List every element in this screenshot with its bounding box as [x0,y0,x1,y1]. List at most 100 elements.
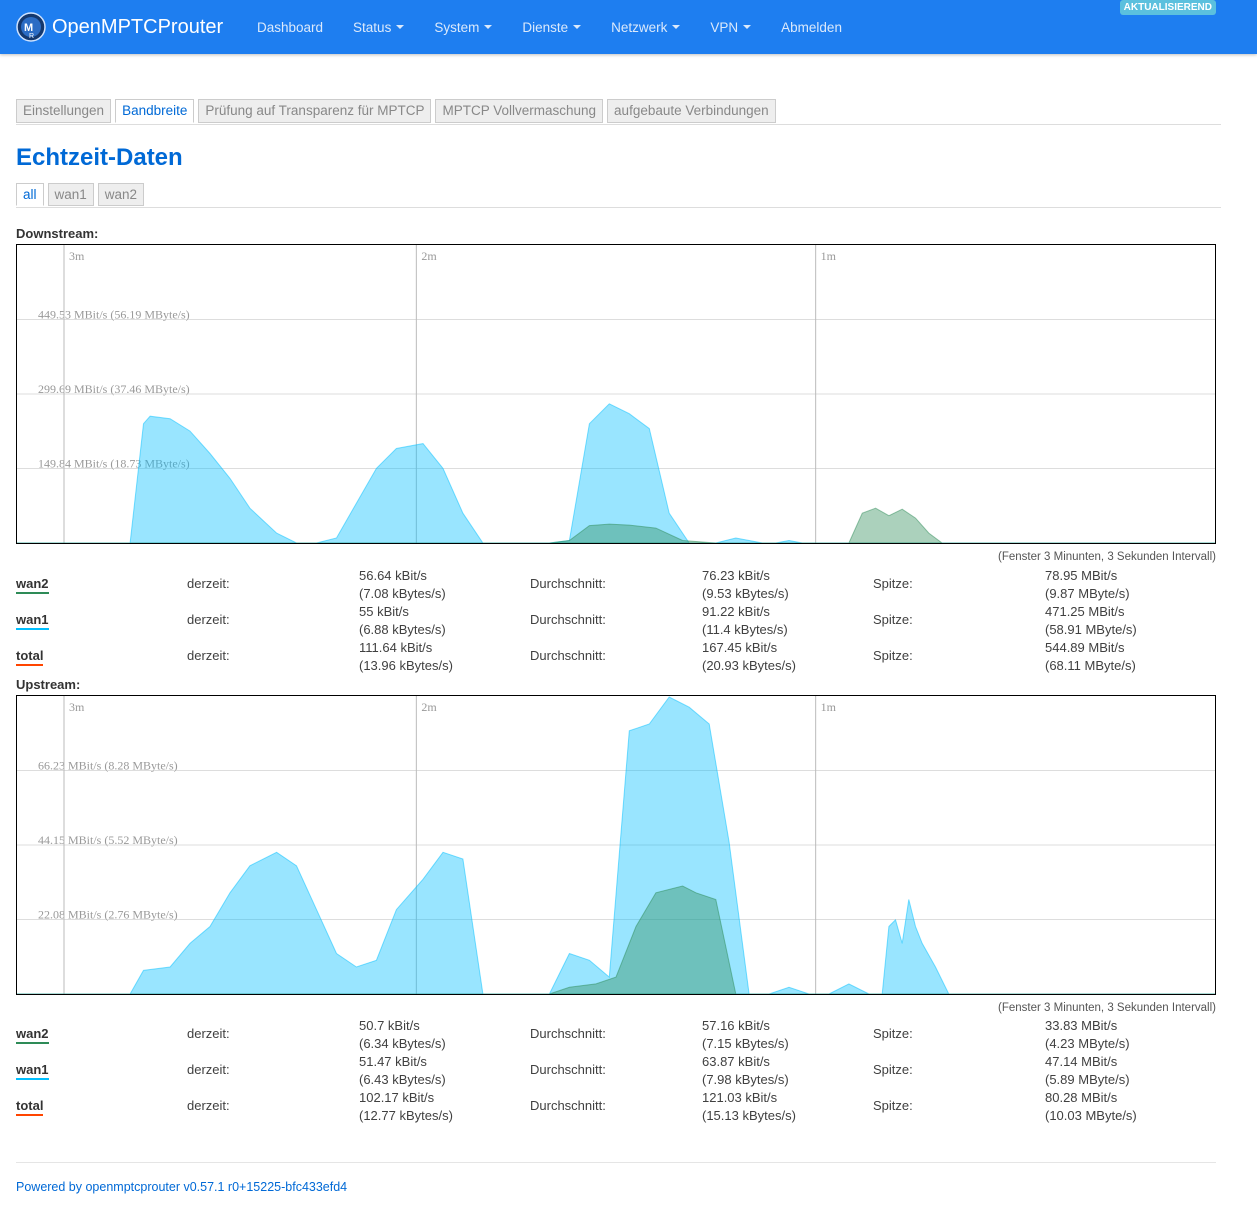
stat-row-total: total derzeit: 111.64 kBit/s (13.96 kBytes/… [16,639,1216,675]
current-value: 55 kBit/s (6.88 kBytes/s) [359,603,446,639]
time-label: 1m [821,700,837,714]
caret-down-icon [484,25,493,29]
nav-item-dashboard[interactable]: Dashboard [242,0,338,54]
current-rate: 56.64 kBit/s [359,568,427,583]
current-label: derzeit: [187,1098,230,1113]
peak-bytes: (10.03 MByte/s) [1045,1108,1137,1123]
interface-label: total [16,1098,44,1116]
peak-rate: 471.25 MBit/s [1045,604,1125,619]
current-label: derzeit: [187,576,230,591]
average-label: Durchschnitt: [530,1062,606,1077]
peak-value: 33.83 MBit/s (4.23 MByte/s) [1045,1017,1130,1053]
series-area-wan2 [17,885,1215,994]
time-label: 2m [421,700,437,714]
current-rate: 102.17 kBit/s [359,1090,435,1105]
series-area-wan1 [17,696,1215,994]
current-bytes: (13.96 kBytes/s) [359,658,453,673]
peak-label: Spitze: [873,612,913,627]
page-title: Echtzeit-Daten [16,144,183,171]
time-label: 2m [421,249,437,263]
tab-pr-fung-auf-transparenz-f-r-mptcp[interactable]: Prüfung auf Transparenz für MPTCP [198,99,432,123]
tab-aufgebaute-verbindungen[interactable]: aufgebaute Verbindungen [607,99,776,123]
current-rate: 111.64 kBit/s [359,640,433,655]
footer-link[interactable]: Powered by openmptcprouter v0.57.1 r0+15… [16,1180,348,1194]
openmptcprouter-logo-icon: M R [16,12,46,42]
tab-mptcp-vollvermaschung[interactable]: MPTCP Vollvermaschung [435,99,604,123]
peak-value: 47.14 MBit/s (5.89 MByte/s) [1045,1053,1130,1089]
current-value: 56.64 kBit/s (7.08 kBytes/s) [359,567,446,603]
nav-item-label: Netzwerk [611,19,668,35]
peak-value: 80.28 MBit/s (10.03 MByte/s) [1045,1089,1137,1125]
peak-rate: 544.89 MBit/s [1045,640,1125,655]
current-bytes: (7.08 kBytes/s) [359,586,446,601]
svg-text:R: R [29,33,34,40]
tab-wan1[interactable]: wan1 [47,183,94,206]
peak-label: Spitze: [873,1026,913,1041]
average-label: Durchschnitt: [530,1098,606,1113]
average-rate: 167.45 kBit/s [702,640,778,655]
stat-row-wan1: wan1 derzeit: 51.47 kBit/s (6.43 kBytes/s) D… [16,1053,1216,1089]
peak-bytes: (68.11 MByte/s) [1045,658,1136,673]
peak-rate: 33.83 MBit/s [1045,1018,1118,1033]
series-area-wan1 [17,403,1215,543]
peak-label: Spitze: [873,648,913,663]
nav-item-netzwerk[interactable]: Netzwerk [596,0,695,54]
average-bytes: (7.15 kBytes/s) [702,1036,789,1051]
scale-label: 449.53 MBit/s (56.19 MByte/s) [38,308,190,322]
stat-row-wan2: wan2 derzeit: 56.64 kBit/s (7.08 kBytes/s) D… [16,567,1216,603]
scale-label: 149.84 MBit/s (18.73 MByte/s) [38,457,190,471]
average-value: 167.45 kBit/s (20.93 kBytes/s) [702,639,796,675]
footer-divider [16,1162,1216,1163]
peak-bytes: (4.23 MByte/s) [1045,1036,1130,1051]
nav-item-abmelden[interactable]: Abmelden [766,0,857,54]
interface-label: wan1 [16,612,49,630]
average-value: 76.23 kBit/s (9.53 kBytes/s) [702,567,789,603]
average-rate: 91.22 kBit/s [702,604,770,619]
refresh-status-badge[interactable]: AKTUALISIEREND [1119,0,1216,15]
current-rate: 50.7 kBit/s [359,1018,420,1033]
tab-wan2[interactable]: wan2 [97,183,145,206]
average-rate: 76.23 kBit/s [702,568,770,583]
stat-row-wan2: wan2 derzeit: 50.7 kBit/s (6.34 kBytes/s) Du… [16,1017,1216,1053]
stat-row-total: total derzeit: 102.17 kBit/s (12.77 kBytes/… [16,1089,1216,1125]
nav-item-dienste[interactable]: Dienste [507,0,596,54]
average-value: 57.16 kBit/s (7.15 kBytes/s) [702,1017,789,1053]
peak-value: 544.89 MBit/s (68.11 MByte/s) [1045,639,1136,675]
average-rate: 63.87 kBit/s [702,1054,770,1069]
upstream-chart: 66.23 MBit/s (8.28 MByte/s) 44.15 MBit/s … [17,696,1215,994]
nav-item-status[interactable]: Status [338,0,419,54]
interface-tabs: all wan1 wan2 [16,183,1221,208]
average-bytes: (9.53 kBytes/s) [702,586,789,601]
average-label: Durchschnitt: [530,576,606,591]
average-bytes: (11.4 kBytes/s) [702,622,788,637]
caret-down-icon [396,25,405,29]
average-rate: 57.16 kBit/s [702,1018,770,1033]
interface-label: wan2 [16,1026,49,1044]
interface-label: total [16,648,44,666]
brand-link[interactable]: M R OpenMPTCProuter [16,8,223,46]
average-bytes: (15.13 kBytes/s) [702,1108,796,1123]
tab-all[interactable]: all [16,183,44,206]
upstream-stats: wan2 derzeit: 50.7 kBit/s (6.34 kBytes/s) Du… [16,1017,1216,1125]
nav-item-label: Status [353,19,392,35]
average-bytes: (20.93 kBytes/s) [702,658,796,673]
nav-item-vpn[interactable]: VPN [695,0,766,54]
current-value: 51.47 kBit/s (6.43 kBytes/s) [359,1053,446,1089]
average-label: Durchschnitt: [530,612,606,627]
stat-row-wan1: wan1 derzeit: 55 kBit/s (6.88 kBytes/s) Durc… [16,603,1216,639]
page-tabs: Einstellungen Bandbreite Prüfung auf Trans… [16,99,1221,125]
peak-rate: 78.95 MBit/s [1045,568,1118,583]
scale-label: 44.15 MBit/s (5.52 MByte/s) [38,833,178,847]
nav-item-system[interactable]: System [419,0,507,54]
average-label: Durchschnitt: [530,648,606,663]
tab-bandbreite[interactable]: Bandbreite [115,99,195,123]
tab-einstellungen[interactable]: Einstellungen [16,99,112,123]
current-value: 111.64 kBit/s (13.96 kBytes/s) [359,639,453,675]
nav-item-label: Dashboard [257,19,324,35]
main-menu: Dashboard Status System Dienste Netzwerk VPN A… [242,0,857,54]
scale-label: 22.08 MBit/s (2.76 MByte/s) [38,908,178,922]
current-rate: 55 kBit/s [359,604,409,619]
current-bytes: (6.43 kBytes/s) [359,1072,446,1087]
average-value: 121.03 kBit/s (15.13 kBytes/s) [702,1089,796,1125]
time-label: 3m [69,700,85,714]
